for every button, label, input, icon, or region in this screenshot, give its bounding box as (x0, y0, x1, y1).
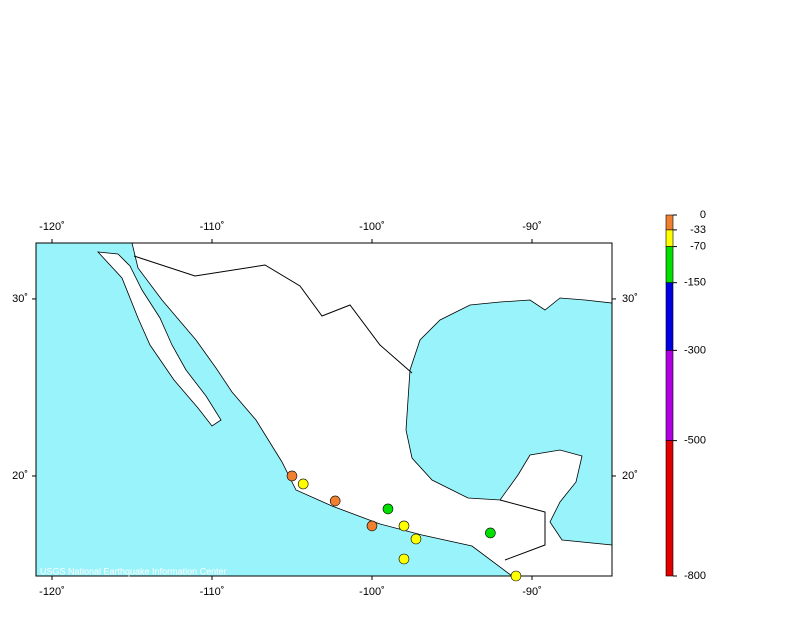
earthquake (398, 520, 410, 532)
x-tick-label: -100˚ (359, 586, 385, 598)
scale-label: -70 (690, 240, 706, 252)
earthquake (382, 503, 394, 515)
x-tick-label: -120˚ (39, 221, 65, 233)
scale-label: 0 (700, 209, 706, 221)
earthquake (485, 527, 496, 539)
x-tick-label: -110˚ (200, 221, 225, 233)
earthquake (510, 570, 522, 582)
scale-label: -300 (684, 344, 706, 356)
x-tick-label: -120˚ (39, 586, 65, 598)
earthquake (297, 478, 309, 490)
border (499, 499, 546, 561)
color-band (665, 229, 674, 247)
y-tick-label: 20˚ (12, 470, 28, 482)
color-band (665, 282, 674, 351)
color-band (665, 214, 674, 231)
scale-label: -500 (684, 435, 706, 447)
x-tick-label: -90˚ (522, 221, 542, 233)
scale-label: -800 (684, 570, 706, 582)
y-tick-label: 30˚ (622, 293, 638, 305)
earthquake (410, 533, 422, 545)
color-band (665, 246, 674, 283)
scale-label: -150 (684, 277, 706, 289)
scale-label: -33 (690, 224, 706, 236)
earthquake (329, 495, 341, 507)
credit: USGS National Earthquake Information Cen… (40, 566, 227, 576)
x-tick-label: -100˚ (359, 221, 385, 233)
earthquake (366, 520, 378, 532)
color-band (665, 440, 674, 577)
x-tick-label: -110˚ (200, 586, 225, 598)
map-frame (35, 242, 613, 577)
border (133, 255, 413, 374)
earthquake (398, 553, 410, 565)
y-tick-label: 30˚ (12, 293, 28, 305)
y-tick-label: 20˚ (622, 470, 638, 482)
earthquake (286, 470, 298, 482)
land (96, 242, 613, 577)
color-band (665, 350, 674, 441)
x-tick-label: -90˚ (522, 586, 542, 598)
